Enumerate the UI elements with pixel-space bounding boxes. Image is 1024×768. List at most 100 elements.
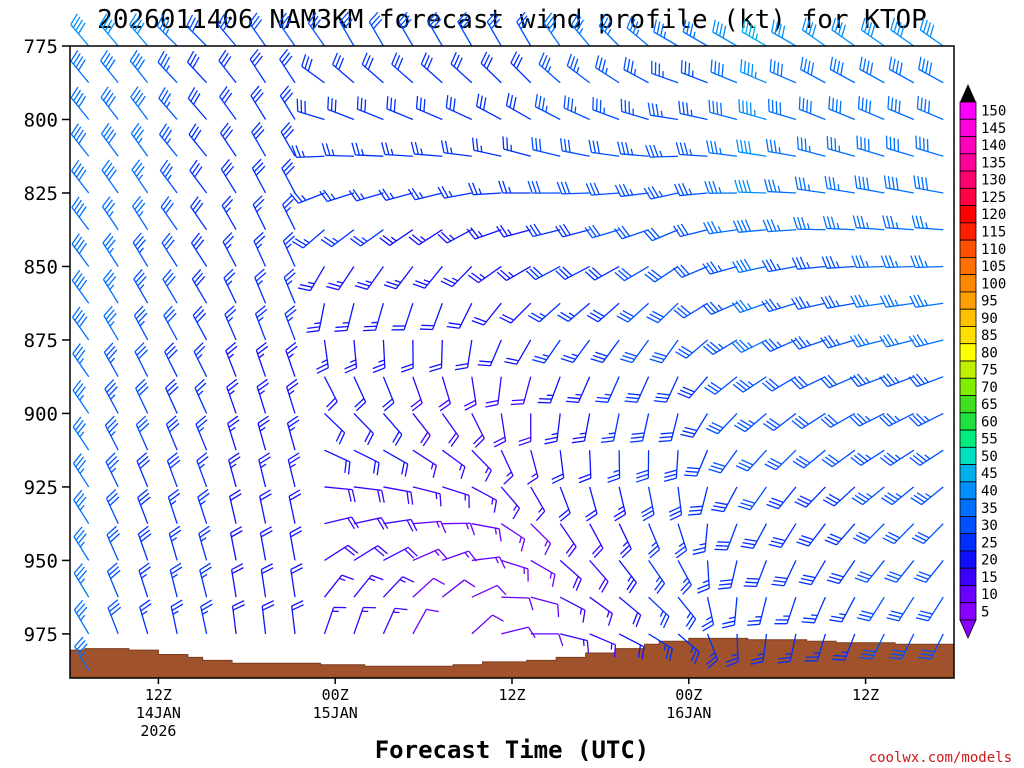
wind-barb (442, 522, 476, 536)
barb-full-feather (107, 599, 119, 609)
barb-staff (597, 302, 620, 323)
barb-half-feather (894, 260, 899, 268)
wind-barb (502, 136, 531, 157)
barb-full-feather (285, 272, 296, 282)
barb-full-feather (918, 56, 922, 70)
barb-full-feather (231, 530, 243, 538)
barb-full-feather (218, 49, 227, 62)
wind-barb (880, 255, 914, 269)
barb-full-feather (190, 90, 198, 102)
barb-full-feather (109, 496, 120, 506)
wind-barb (653, 19, 679, 47)
wind-barb (100, 86, 119, 120)
barb-full-feather (551, 473, 564, 481)
barb-full-feather (914, 534, 927, 542)
barb-full-feather (261, 567, 274, 575)
barb-full-feather (742, 498, 756, 504)
barb-staff (457, 21, 473, 47)
barb-half-feather (895, 222, 899, 229)
barb-full-feather (341, 15, 351, 26)
barb-full-feather (284, 129, 295, 140)
barb-full-feather (135, 272, 145, 283)
barb-full-feather (735, 341, 746, 352)
barb-full-feather (771, 179, 777, 193)
barb-staff (680, 229, 708, 238)
barb-full-feather (685, 470, 699, 473)
barb-full-feather (740, 219, 748, 232)
barb-full-feather (648, 545, 659, 555)
barb-half-feather (229, 426, 236, 432)
barb-full-feather (738, 462, 751, 469)
wind-barb (74, 636, 90, 671)
barb-full-feather (534, 94, 538, 107)
barb-full-feather (636, 469, 649, 475)
barb-full-feather (288, 489, 301, 497)
barb-half-feather (287, 316, 294, 322)
barb-full-feather (106, 419, 117, 430)
barb-half-feather (757, 653, 765, 656)
barb-staff (298, 192, 325, 204)
barb-staff (859, 68, 885, 84)
barb-full-feather (260, 493, 272, 501)
wind-barb (445, 95, 473, 121)
barb-full-feather (510, 403, 524, 406)
barb-full-feather (326, 285, 339, 291)
barb-full-feather (197, 455, 209, 465)
barb-full-feather (188, 123, 197, 135)
barb-full-feather (853, 334, 862, 347)
barb-full-feather (502, 136, 505, 150)
barb-full-feather (414, 141, 420, 155)
barb-full-feather (595, 400, 608, 403)
barb-full-feather (135, 309, 146, 320)
barb-staff (257, 423, 267, 451)
barb-staff (187, 97, 208, 120)
barb-staff (798, 339, 826, 350)
barb-full-feather (742, 542, 756, 546)
wind-barb (736, 139, 767, 157)
barb-full-feather (861, 610, 874, 615)
barb-full-feather (291, 600, 304, 607)
barb-full-feather (621, 267, 632, 278)
barb-full-feather (798, 581, 812, 586)
barb-staff (917, 108, 944, 121)
barb-staff (101, 206, 119, 231)
barb-staff (259, 496, 267, 524)
barb-full-feather (825, 496, 838, 504)
colorbar-label: 20 (981, 553, 998, 569)
wind-barb (222, 232, 237, 267)
barb-staff (412, 449, 437, 466)
barb-staff (682, 31, 708, 47)
barb-full-feather (660, 432, 674, 435)
wind-barb (885, 135, 914, 157)
barb-full-feather (702, 304, 712, 315)
barb-full-feather (106, 166, 115, 178)
barb-full-feather (191, 162, 200, 175)
barb-full-feather (888, 255, 895, 268)
wind-barb (648, 523, 661, 559)
barb-full-feather (195, 345, 206, 356)
barb-full-feather (798, 455, 811, 464)
barb-full-feather (382, 234, 394, 244)
barb-full-feather (883, 175, 887, 189)
colorbar-swatch (959, 136, 977, 155)
barb-full-feather (73, 599, 84, 611)
barb-full-feather (660, 23, 664, 37)
barb-full-feather (137, 488, 148, 499)
wind-barb (735, 449, 767, 472)
wind-barb (702, 339, 738, 356)
colorbar-swatch (959, 377, 977, 396)
barb-staff (412, 577, 434, 598)
barb-full-feather (834, 19, 840, 33)
barb-staff (284, 313, 296, 341)
barb-half-feather (630, 148, 634, 156)
barb-full-feather (167, 349, 178, 360)
barb-half-feather (394, 279, 402, 284)
wind-barb (675, 339, 708, 359)
barb-full-feather (768, 500, 782, 507)
barb-half-feather (924, 260, 928, 268)
barb-full-feather (165, 378, 176, 389)
wind-barb (73, 563, 90, 598)
barb-full-feather (223, 92, 233, 104)
barb-staff (755, 560, 768, 587)
barb-staff (618, 560, 637, 583)
